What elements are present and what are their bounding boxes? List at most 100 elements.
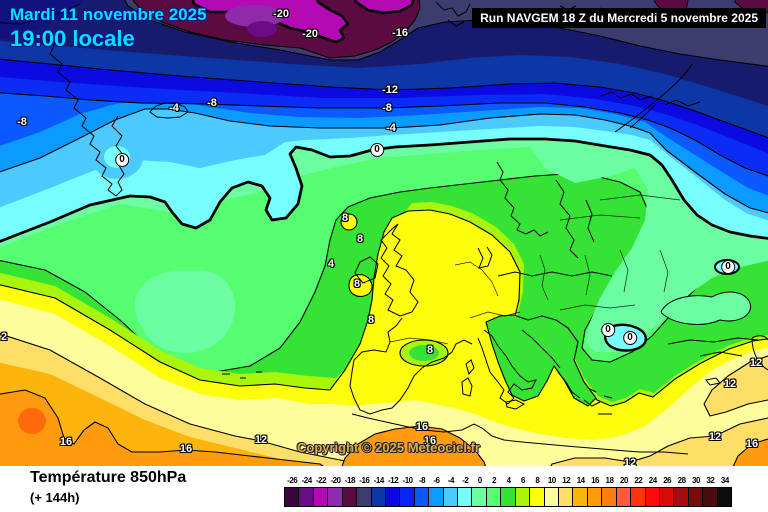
contour-label: -12 bbox=[382, 84, 398, 96]
contour-label: -8 bbox=[17, 116, 27, 128]
legend-value: 16 bbox=[591, 476, 600, 485]
map-canvas bbox=[0, 0, 768, 466]
legend-value: -10 bbox=[402, 476, 414, 485]
coastlines bbox=[43, 1, 768, 455]
contour-label: -4 bbox=[386, 122, 396, 134]
legend-value: -20 bbox=[330, 476, 341, 485]
legend-cell: 20 bbox=[615, 476, 632, 507]
legend-value: 4 bbox=[506, 476, 511, 485]
legend-cell: 0 bbox=[471, 476, 487, 507]
contour-label: 16 bbox=[179, 443, 193, 455]
copyright-text: Copyright © 2025 Meteociel.fr bbox=[297, 440, 480, 455]
date-block: Mardi 11 novembre 2025 19:00 locale bbox=[10, 6, 207, 50]
legend-color-box bbox=[586, 487, 603, 507]
legend-color-box bbox=[543, 487, 560, 507]
legend-value: -6 bbox=[433, 476, 440, 485]
legend-color-box bbox=[601, 487, 617, 507]
legend-cell: -12 bbox=[384, 476, 401, 507]
legend-color-box bbox=[572, 487, 588, 507]
legend-cell: 22 bbox=[630, 476, 646, 507]
contour-label: 8 bbox=[356, 233, 364, 245]
legend-color-box bbox=[630, 487, 646, 507]
legend-color-box bbox=[500, 487, 516, 507]
legend-color-box bbox=[687, 487, 704, 507]
legend-cell: 8 bbox=[529, 476, 545, 507]
temperature-map: -20 -20 -16 -12 -8 -4 -8 -4 -8 0 0 0 0 0 4 8 8 8 8 8 2 16 16 12… bbox=[0, 0, 768, 466]
legend-color-box bbox=[457, 487, 473, 507]
legend-color-box bbox=[399, 487, 415, 507]
legend-cell: 10 bbox=[543, 476, 560, 507]
contour-label: -20 bbox=[302, 28, 318, 40]
legend-cell: 4 bbox=[500, 476, 516, 507]
legend-cell: -16 bbox=[356, 476, 372, 507]
contour-label: 0 bbox=[601, 323, 615, 337]
contour-label: 0 bbox=[623, 331, 637, 345]
legend-color-box bbox=[298, 487, 314, 507]
time-text: 19:00 locale bbox=[10, 25, 135, 51]
legend-color-box bbox=[284, 487, 300, 507]
legend-value: -22 bbox=[316, 476, 327, 485]
legend-value: -18 bbox=[344, 476, 356, 485]
legend-cell: -14 bbox=[370, 476, 386, 507]
legend-color-box bbox=[514, 487, 531, 507]
contour-label: 2 bbox=[0, 331, 8, 343]
legend-color-box bbox=[529, 487, 545, 507]
contour-label: -20 bbox=[273, 8, 289, 20]
legend-cell: -18 bbox=[341, 476, 358, 507]
legend-cell: -24 bbox=[298, 476, 314, 507]
legend-value: 2 bbox=[492, 476, 497, 485]
lead-time: (+ 144h) bbox=[30, 490, 80, 505]
country-borders bbox=[389, 194, 681, 345]
legend-color-box bbox=[442, 487, 459, 507]
date-text: Mardi 11 novembre 2025 bbox=[10, 5, 207, 24]
legend-value: 28 bbox=[677, 476, 686, 485]
contour-label: -8 bbox=[382, 102, 392, 114]
contour-label: 16 bbox=[423, 435, 437, 447]
legend-value: 20 bbox=[619, 476, 628, 485]
legend-color-box bbox=[413, 487, 430, 507]
legend-color-box bbox=[615, 487, 632, 507]
legend-value: 26 bbox=[663, 476, 672, 485]
contour-label: 16 bbox=[745, 438, 759, 450]
contour-label: 16 bbox=[59, 436, 73, 448]
contour-label: 8 bbox=[426, 344, 434, 356]
contour-label: 0 bbox=[721, 260, 735, 274]
legend-value: -8 bbox=[418, 476, 426, 485]
run-info: Run NAVGEM 18 Z du Mercredi 5 novembre 2… bbox=[472, 8, 766, 28]
legend-color-box bbox=[471, 487, 487, 507]
legend-value: 22 bbox=[634, 476, 643, 485]
contour-label: -8 bbox=[207, 97, 217, 109]
contour-label: 12 bbox=[749, 357, 763, 369]
legend-value: -26 bbox=[287, 476, 298, 485]
legend-value: -14 bbox=[373, 476, 385, 485]
footer-bar: Température 850hPa (+ 144h) -26 -24 -22 -20… bbox=[0, 466, 768, 512]
legend-value: 24 bbox=[648, 476, 657, 485]
legend-value: -16 bbox=[359, 476, 370, 485]
contour-label: -16 bbox=[392, 27, 408, 39]
legend-cell: -26 bbox=[284, 476, 300, 507]
legend-color-box bbox=[428, 487, 444, 507]
contour-label: 12 bbox=[708, 431, 722, 443]
legend-color-box bbox=[658, 487, 675, 507]
legend-cell: -22 bbox=[312, 476, 329, 507]
legend-cell: -8 bbox=[413, 476, 430, 507]
legend-value: 18 bbox=[605, 476, 614, 485]
legend-value: 30 bbox=[692, 476, 700, 485]
contour-label: 4 bbox=[327, 258, 335, 270]
legend-cell: 26 bbox=[658, 476, 675, 507]
legend-color-box bbox=[370, 487, 386, 507]
legend-cell: 2 bbox=[485, 476, 502, 507]
contour-label: 12 bbox=[623, 457, 637, 466]
legend-color-box bbox=[341, 487, 358, 507]
legend-scale: -26 -24 -22 -20 -18 -16 -14 -12 -10 -8 -6 -4 -2 0 2 4 6 8… bbox=[284, 476, 733, 507]
legend-color-box bbox=[558, 487, 574, 507]
contour-label: 12 bbox=[254, 434, 268, 446]
legend-color-box bbox=[384, 487, 401, 507]
legend-cell: -10 bbox=[399, 476, 415, 507]
legend-value: 6 bbox=[520, 476, 525, 485]
legend-cell: 32 bbox=[702, 476, 718, 507]
contour-label: 12 bbox=[723, 378, 737, 390]
legend-value: 8 bbox=[535, 476, 540, 485]
legend-cell: 34 bbox=[716, 476, 733, 507]
